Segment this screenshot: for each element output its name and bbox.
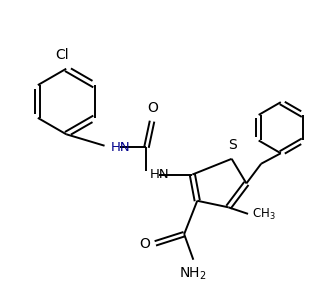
Text: HN: HN	[150, 168, 169, 181]
Text: O: O	[147, 101, 158, 115]
Text: HN: HN	[111, 141, 130, 154]
Text: S: S	[228, 138, 237, 152]
Text: Cl: Cl	[56, 47, 69, 61]
Text: CH$_3$: CH$_3$	[252, 207, 276, 222]
Text: O: O	[139, 237, 150, 251]
Text: NH$_2$: NH$_2$	[180, 266, 207, 282]
